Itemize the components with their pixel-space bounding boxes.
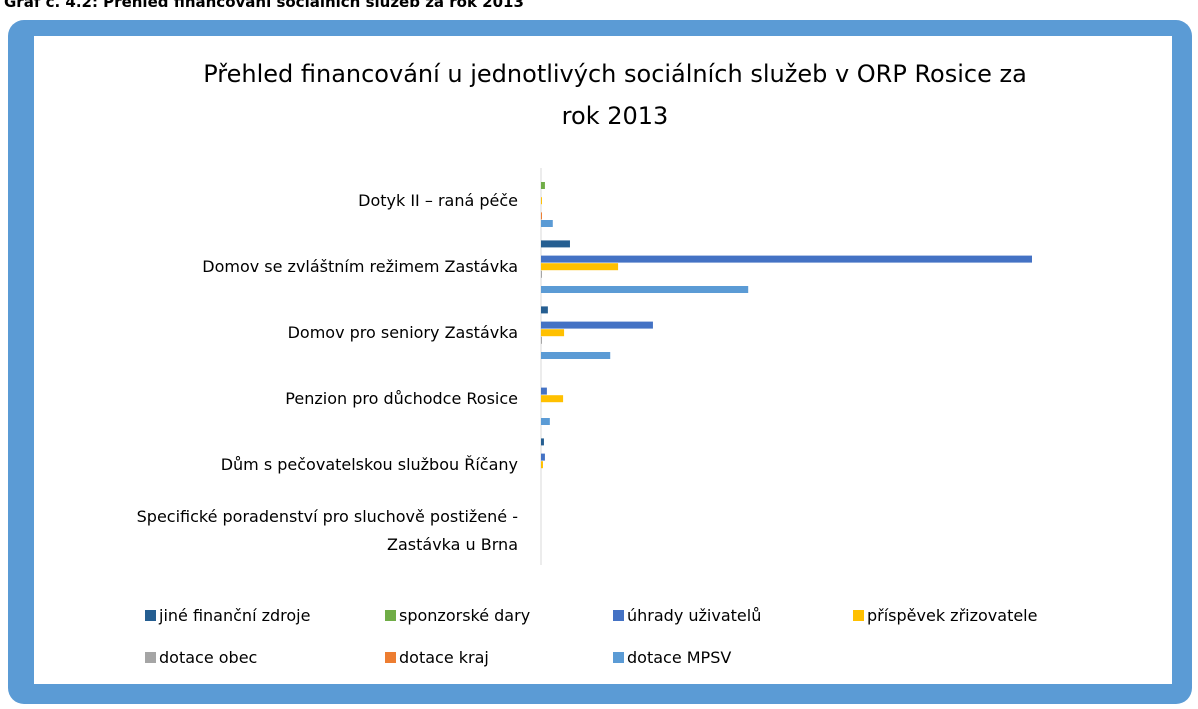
legend-swatch bbox=[613, 610, 624, 621]
bar bbox=[541, 395, 564, 403]
legend-swatch bbox=[385, 652, 396, 663]
category-label: Dům s pečovatelskou službou Říčany bbox=[221, 455, 518, 474]
category-label: Penzion pro důchodce Rosice bbox=[285, 389, 518, 408]
bar bbox=[541, 387, 547, 395]
bar bbox=[541, 418, 550, 425]
bar bbox=[541, 263, 619, 271]
bar bbox=[541, 321, 653, 329]
legend-label: jiné finanční zdroje bbox=[158, 606, 310, 625]
caption: Graf č. 4.2: Přehled financování sociáln… bbox=[4, 0, 524, 11]
bar bbox=[541, 220, 553, 227]
category-label: Dotyk II – raná péče bbox=[358, 191, 518, 210]
legend-swatch bbox=[145, 610, 156, 621]
legend-swatch bbox=[853, 610, 864, 621]
legend-swatch bbox=[613, 652, 624, 663]
legend-swatch bbox=[385, 610, 396, 621]
legend-label: sponzorské dary bbox=[399, 606, 530, 625]
bar bbox=[541, 270, 542, 278]
legend-label: dotace MPSV bbox=[627, 648, 731, 667]
legend-label: dotace obec bbox=[159, 648, 257, 667]
chart-area bbox=[34, 36, 1172, 684]
bar bbox=[541, 438, 544, 446]
bar bbox=[541, 329, 565, 337]
category-label: Domov pro seniory Zastávka bbox=[288, 323, 518, 342]
bar bbox=[541, 336, 542, 344]
bar bbox=[541, 197, 542, 205]
category-label: Specifické poradenství pro sluchově post… bbox=[137, 507, 518, 554]
bar bbox=[541, 453, 545, 461]
bar bbox=[541, 352, 611, 359]
category-label: Domov se zvláštním režimem Zastávka bbox=[202, 257, 518, 276]
bar bbox=[541, 461, 543, 469]
legend-label: dotace kraj bbox=[399, 648, 489, 667]
chart-title: Přehled financování u jednotlivých sociá… bbox=[203, 60, 1027, 130]
bar bbox=[541, 182, 545, 189]
legend-label: příspěvek zřizovatele bbox=[867, 606, 1037, 625]
legend-swatch bbox=[145, 652, 156, 663]
bar bbox=[541, 255, 1032, 263]
bar bbox=[541, 306, 548, 314]
legend-label: úhrady uživatelů bbox=[627, 606, 761, 625]
bar bbox=[541, 240, 570, 248]
bar bbox=[541, 212, 542, 220]
bar bbox=[541, 286, 749, 293]
